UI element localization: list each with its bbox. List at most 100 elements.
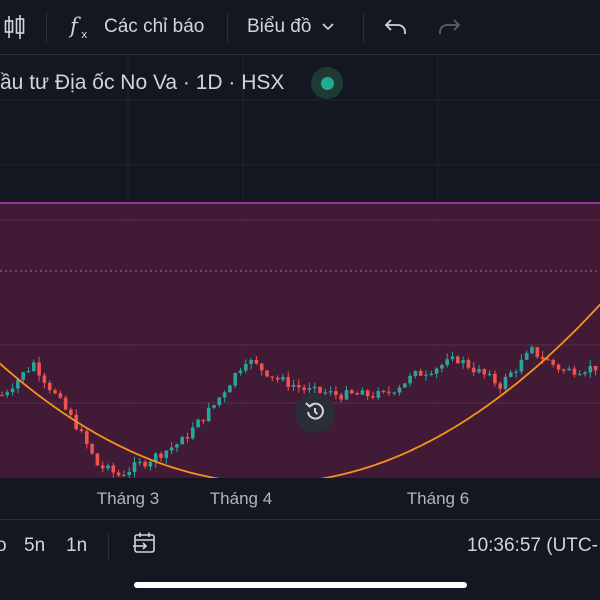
candle-body bbox=[10, 388, 15, 393]
candle-body bbox=[63, 397, 68, 410]
candle-body bbox=[572, 368, 577, 375]
candle-body bbox=[429, 373, 434, 375]
candle-body bbox=[106, 465, 110, 469]
reset-chart-button[interactable] bbox=[295, 393, 335, 433]
candle-body bbox=[196, 419, 200, 428]
candle-body bbox=[344, 390, 349, 400]
time-axis bbox=[0, 478, 600, 519]
candle-body bbox=[37, 362, 41, 376]
candle-body bbox=[493, 373, 497, 384]
candle-body bbox=[593, 365, 598, 371]
candle-body bbox=[228, 385, 232, 393]
candle-body bbox=[371, 396, 375, 398]
candle-body bbox=[408, 375, 412, 384]
candle-body bbox=[365, 390, 370, 397]
candle-body bbox=[95, 453, 100, 466]
bottom-toolbar: o 5n 1n 10:36:57 (UTC- bbox=[0, 519, 600, 572]
range-partial-label: o bbox=[0, 535, 7, 556]
undo-button[interactable] bbox=[383, 0, 409, 54]
candle-body bbox=[503, 376, 508, 389]
calendar-goto-icon bbox=[132, 531, 158, 561]
candle-body bbox=[339, 394, 343, 400]
symbol-title: ầu tư Địa ốc No Va · 1D · HSX bbox=[0, 71, 285, 94]
svg-text:x: x bbox=[81, 28, 88, 41]
chart-menu-button[interactable]: Biểu đồ bbox=[247, 0, 335, 54]
candle-body bbox=[397, 387, 402, 393]
candle-body bbox=[413, 370, 418, 376]
range-5y-label: 5n bbox=[24, 535, 46, 556]
candle-body bbox=[297, 385, 301, 388]
candle-body bbox=[381, 390, 386, 393]
range-5y-button[interactable]: 5n bbox=[24, 520, 45, 572]
symbol-legend[interactable]: ầu tư Địa ốc No Va · 1D · HSX bbox=[0, 68, 284, 98]
home-indicator[interactable] bbox=[134, 582, 467, 588]
candle-body bbox=[546, 359, 550, 361]
candle-body bbox=[254, 359, 259, 364]
range-button-partial[interactable]: o bbox=[0, 520, 7, 572]
range-1y-button[interactable]: 1n bbox=[66, 520, 87, 572]
svg-text:f: f bbox=[68, 14, 81, 38]
candle-body bbox=[265, 370, 269, 377]
market-status[interactable] bbox=[311, 67, 343, 99]
top-toolbar: f x Các chỉ báo Biểu đồ bbox=[0, 0, 600, 54]
goto-date-button[interactable] bbox=[132, 520, 158, 572]
candle-body bbox=[191, 427, 195, 439]
clock-timezone-button[interactable]: 10:36:57 (UTC- bbox=[467, 520, 598, 572]
undo-icon bbox=[383, 16, 409, 38]
candle-body bbox=[535, 347, 540, 357]
candle-body bbox=[456, 356, 460, 364]
toolbar-divider bbox=[363, 12, 364, 42]
bottom-divider bbox=[108, 532, 109, 560]
candle-body bbox=[100, 465, 105, 469]
chart-type-button[interactable] bbox=[3, 0, 27, 54]
candle-body bbox=[567, 368, 571, 371]
candle-body bbox=[424, 374, 428, 376]
candle-body bbox=[509, 372, 513, 377]
candle-body bbox=[524, 353, 529, 360]
candle-body bbox=[360, 390, 365, 395]
candle-body bbox=[323, 392, 328, 394]
price-chart[interactable]: Tháng 3 Tháng 4 Tháng 6 bbox=[0, 55, 600, 519]
time-axis-label: Tháng 3 bbox=[97, 489, 159, 508]
redo-button[interactable] bbox=[436, 0, 462, 54]
candle-body bbox=[201, 419, 206, 422]
candle-body bbox=[551, 359, 555, 365]
candle-body bbox=[540, 356, 545, 360]
candle-body bbox=[312, 386, 317, 389]
candle-body bbox=[562, 369, 566, 371]
candle-body bbox=[286, 376, 290, 387]
time-axis-label: Tháng 4 bbox=[210, 489, 272, 508]
candle-body bbox=[519, 359, 524, 372]
candle-body bbox=[0, 395, 4, 397]
candle-body bbox=[450, 356, 455, 360]
candle-body bbox=[16, 379, 20, 389]
candle-body bbox=[5, 392, 10, 396]
candle-body bbox=[153, 453, 158, 462]
candle-body bbox=[318, 386, 322, 393]
candle-body bbox=[206, 407, 211, 422]
candle-body bbox=[577, 373, 582, 376]
candlestick-icon bbox=[3, 13, 27, 41]
indicators-button[interactable]: f x Các chỉ báo bbox=[68, 0, 204, 54]
candle-body bbox=[487, 373, 492, 376]
candle-body bbox=[32, 362, 36, 371]
candle-body bbox=[185, 437, 190, 439]
candle-body bbox=[392, 392, 396, 394]
candle-body bbox=[466, 360, 471, 368]
candle-body bbox=[440, 365, 444, 369]
candle-body bbox=[132, 462, 137, 472]
candle-body bbox=[461, 360, 465, 364]
candle-body bbox=[302, 387, 306, 390]
reset-icon bbox=[303, 399, 327, 428]
candle-body bbox=[238, 370, 243, 374]
candle-body bbox=[58, 393, 63, 398]
candle-body bbox=[328, 391, 333, 393]
price-zone bbox=[0, 203, 600, 478]
candle-body bbox=[138, 461, 142, 464]
candle-body bbox=[222, 392, 227, 398]
chevron-down-icon bbox=[321, 22, 335, 32]
candle-body bbox=[159, 453, 163, 458]
candle-body bbox=[334, 391, 338, 395]
candle-body bbox=[249, 359, 253, 364]
candle-body bbox=[291, 385, 296, 387]
